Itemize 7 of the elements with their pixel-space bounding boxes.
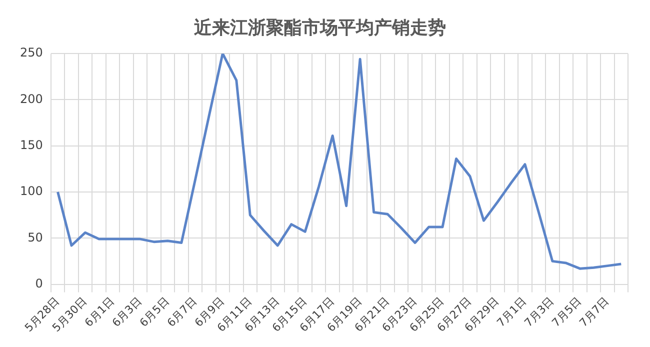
chart-title: 近来江浙聚酯市场平均产销走势 bbox=[193, 17, 446, 38]
y-tick-label: 100 bbox=[20, 184, 43, 198]
y-tick-label: 150 bbox=[20, 138, 43, 152]
y-tick-label: 250 bbox=[20, 46, 43, 60]
y-tick-label: 200 bbox=[20, 92, 43, 106]
y-tick-label: 50 bbox=[28, 230, 43, 244]
y-tick-label: 0 bbox=[35, 276, 43, 290]
